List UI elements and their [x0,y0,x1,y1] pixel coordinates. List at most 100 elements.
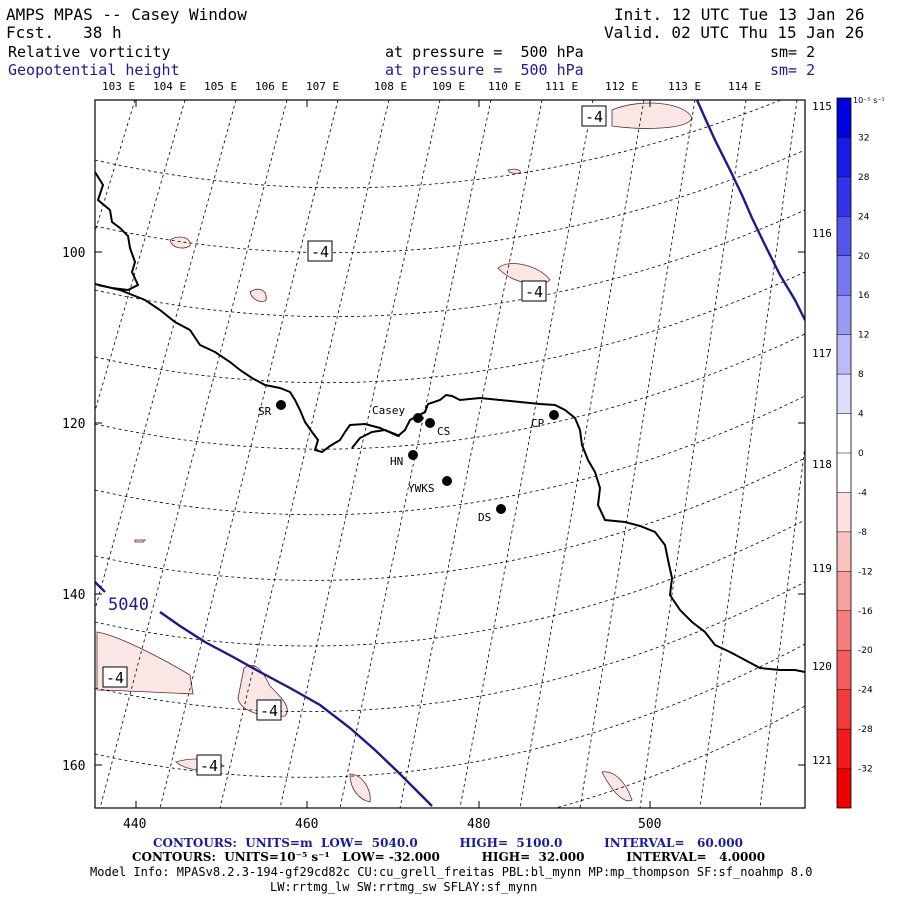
station-dot-cs [425,418,435,428]
station-dot-sr [276,400,286,410]
colorbar-swatch [837,650,851,690]
station-dot-ds [496,504,506,514]
colorbar-label: -28 [858,725,873,735]
field2-level: at pressure = 500 hPa [385,61,584,79]
lon-label: 108 E [374,80,407,93]
top-longitude-labels: 103 E 104 E 105 E 106 E 107 E 108 E 109 … [102,80,761,93]
lon-label: 114 E [728,80,761,93]
init-time: Init. 12 UTC Tue 13 Jan 26 [614,5,865,24]
field2-smoothing: sm= 2 [770,61,816,79]
station-dot-cp [549,410,559,420]
field2-name: Geopotential height [8,61,180,79]
lon-label: 105 E [204,80,237,93]
colorbar-label: 32 [858,133,869,143]
longitude-lines [95,100,805,808]
x-tick-label: 460 [295,817,318,832]
field1-name: Relative vorticity [8,43,171,61]
forecast-hour: Fcst. 38 h [6,23,122,42]
colorbar-swatch [837,216,851,256]
lon-label: 111 E [545,80,578,93]
colorbar-label: 4 [858,410,864,420]
station-dot-hn [408,450,418,460]
station-label: Casey [372,404,405,417]
colorbar-swatch [837,768,851,808]
station-dot-casey [413,413,423,423]
lon-label: 112 E [605,80,638,93]
colorbar-swatch [837,176,851,217]
colorbar-label: 24 [858,212,870,222]
vorticity-contour-labels: -4 -4 -4 -4 -4 -4 [102,105,607,776]
vorticity-shading [96,102,693,803]
colorbar-swatch [837,729,851,769]
contour-label: -4 [260,702,278,720]
lon-label: 113 E [668,80,701,93]
colorbar-swatch [837,610,851,651]
field1-smoothing: sm= 2 [770,43,816,61]
x-tick-label: 500 [638,817,661,832]
colorbar: 32 28 24 20 16 12 8 4 0 -4 -8 -12 -16 -20 -24 -28 -32 [836,97,873,809]
y-tick-label: 160 [62,759,85,774]
station-label: YWKS [408,482,435,495]
y-tick-label: 120 [62,417,85,432]
colorbar-label: -4 [858,488,867,498]
height-contour-label: 5040 [108,595,149,615]
station-label: SR [258,405,272,418]
field1-level: at pressure = 500 hPa [385,43,584,61]
colorbar-label: 16 [858,291,870,301]
colorbar-swatch [837,413,851,453]
colorbar-swatch [837,453,851,493]
x-tick-label: 440 [123,817,146,832]
colorbar-swatch [837,689,851,730]
lon-label: 107 E [306,80,339,93]
colorbar-label: -32 [858,765,873,775]
colorbar-label: 28 [858,173,870,183]
lon-label: 104 E [153,80,186,93]
lon-label: 106 E [255,80,288,93]
y-tick-label: 100 [62,246,85,261]
contour-label: -4 [106,669,124,687]
station-label: DS [478,511,491,524]
coastline [95,171,805,673]
height-contour-info: CONTOURS: UNITS=m LOW= 5040.0 HIGH= 5100… [153,836,743,850]
station-label: CP [531,417,545,430]
station-label: HN [390,455,403,468]
height-contours [95,100,805,807]
contour-label: -4 [200,757,218,775]
lon-label: 110 E [488,80,521,93]
contour-label: -4 [525,283,543,301]
colorbar-swatch [837,571,851,611]
colorbar-swatch [837,492,851,532]
y-tick-label: 140 [62,588,85,603]
valid-time: Valid. 02 UTC Thu 15 Jan 26 [604,23,865,42]
y-axis-ticks [95,100,805,808]
vorticity-contour-info: CONTOURS: UNITS=10⁻⁵ s⁻¹ LOW= -32.000 HI… [132,850,766,864]
map-content [95,100,805,808]
x-tick-label: 480 [467,817,490,832]
lon-label: 103 E [102,80,135,93]
colorbar-swatch [837,295,851,335]
colorbar-label: -16 [858,607,873,617]
latitude-lines [95,100,805,808]
model-info-physics: LW:rrtmg_lw SW:rrtmg_sw SFLAY:sf_mynn [270,880,538,894]
colorbar-label: 8 [858,370,864,380]
station-dot-ywks [442,476,452,486]
station-label: CS [437,425,450,438]
colorbar-label: -8 [858,528,867,538]
colorbar-label: -24 [858,686,873,696]
colorbar-label: 0 [858,449,864,459]
colorbar-label: -20 [858,646,873,656]
colorbar-unit: 10⁻⁵ s⁻¹ [853,96,885,105]
contour-label: -4 [585,108,603,126]
colorbar-label: 20 [858,252,870,262]
colorbar-swatch [837,98,851,138]
colorbar-swatch [837,531,851,572]
colorbar-swatch [837,137,851,177]
colorbar-swatch [837,255,851,296]
colorbar-label: 12 [858,331,869,341]
colorbar-label: -12 [858,567,873,577]
map-frame [94,99,806,809]
colorbar-swatch [837,334,851,375]
model-info: Model Info: MPASv8.2.3-194-gf29cd82c CU:… [90,865,813,879]
contour-label: -4 [311,243,329,261]
